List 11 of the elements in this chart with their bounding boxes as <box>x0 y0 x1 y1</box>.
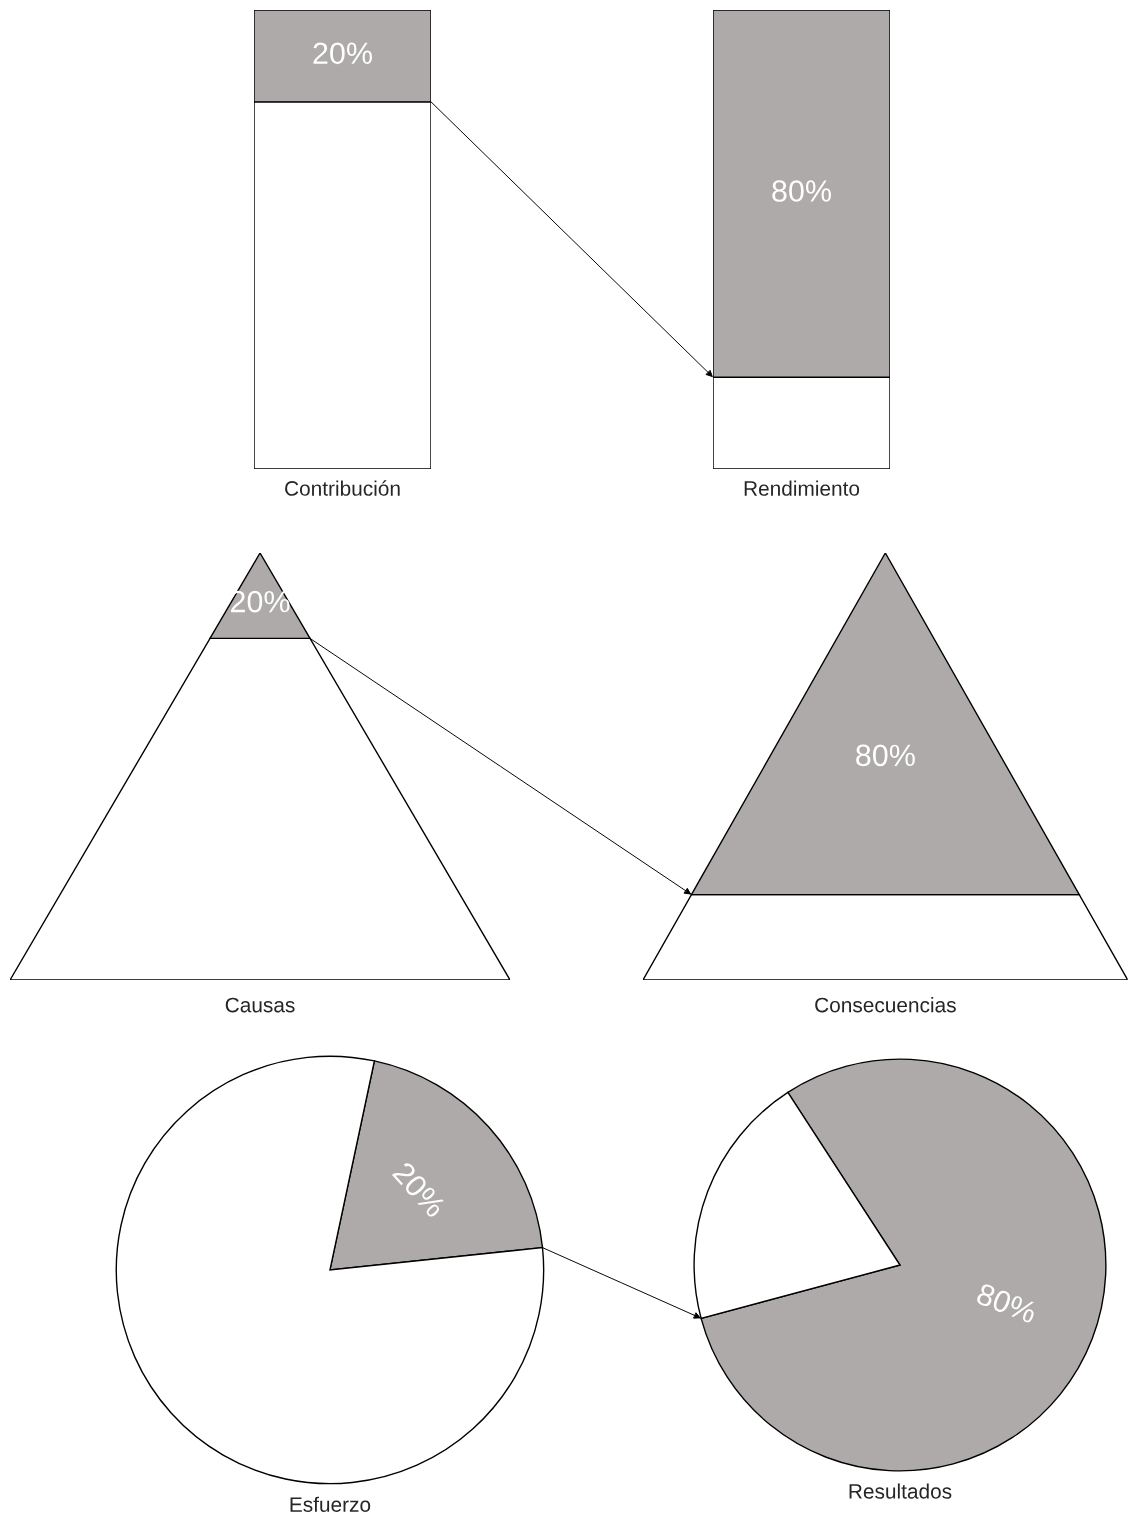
data-label: 80% <box>772 180 831 202</box>
text: Rendimiento <box>744 480 860 496</box>
text: Contribución <box>285 480 400 496</box>
text: Esfuerzo <box>290 1496 371 1512</box>
text: Consecuencias <box>815 997 956 1013</box>
text: Causas <box>225 997 295 1013</box>
data-label: 80% <box>975 1282 1039 1324</box>
data-label: 20% <box>230 590 290 613</box>
data-label: 80% <box>856 744 915 767</box>
text: Resultados <box>849 1483 952 1499</box>
data-label: 20% <box>313 42 372 65</box>
